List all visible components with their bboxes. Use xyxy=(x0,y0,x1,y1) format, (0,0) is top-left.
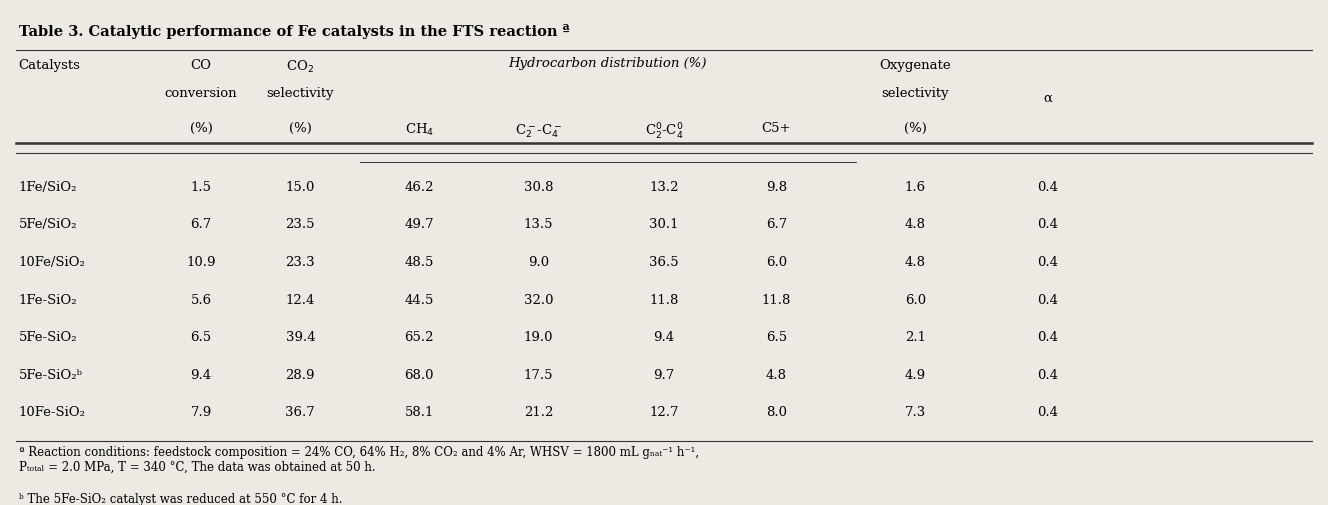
Text: 23.3: 23.3 xyxy=(286,256,315,269)
Text: 0.4: 0.4 xyxy=(1037,293,1058,307)
Text: 1Fe/SiO₂: 1Fe/SiO₂ xyxy=(19,181,77,194)
Text: 21.2: 21.2 xyxy=(523,406,552,419)
Text: C$_2^-$-C$_4^-$: C$_2^-$-C$_4^-$ xyxy=(515,122,562,140)
Text: CH$_4$: CH$_4$ xyxy=(405,122,434,138)
Text: 48.5: 48.5 xyxy=(405,256,434,269)
Text: 0.4: 0.4 xyxy=(1037,219,1058,231)
Text: 46.2: 46.2 xyxy=(405,181,434,194)
Text: 6.5: 6.5 xyxy=(191,331,211,344)
Text: 9.4: 9.4 xyxy=(653,331,675,344)
Text: (%): (%) xyxy=(290,122,312,135)
Text: 30.1: 30.1 xyxy=(649,219,679,231)
Text: α: α xyxy=(1042,92,1052,105)
Text: 23.5: 23.5 xyxy=(286,219,315,231)
Text: ª Reaction conditions: feedstock composition = 24% CO, 64% H₂, 8% CO₂ and 4% Ar,: ª Reaction conditions: feedstock composi… xyxy=(19,446,699,474)
Text: 5Fe-SiO₂: 5Fe-SiO₂ xyxy=(19,331,77,344)
Text: 4.9: 4.9 xyxy=(904,369,926,382)
Text: 0.4: 0.4 xyxy=(1037,369,1058,382)
Text: 1.5: 1.5 xyxy=(191,181,211,194)
Text: (%): (%) xyxy=(904,122,927,135)
Text: 13.2: 13.2 xyxy=(649,181,679,194)
Text: 10Fe/SiO₂: 10Fe/SiO₂ xyxy=(19,256,85,269)
Text: 11.8: 11.8 xyxy=(649,293,679,307)
Text: 8.0: 8.0 xyxy=(766,406,788,419)
Text: 58.1: 58.1 xyxy=(405,406,434,419)
Text: 30.8: 30.8 xyxy=(523,181,554,194)
Text: 4.8: 4.8 xyxy=(904,256,926,269)
Text: 9.8: 9.8 xyxy=(766,181,788,194)
Text: Table 3. Catalytic performance of Fe catalysts in the FTS reaction ª: Table 3. Catalytic performance of Fe cat… xyxy=(19,24,570,39)
Text: C$_2^0$-C$_4^0$: C$_2^0$-C$_4^0$ xyxy=(644,122,684,142)
Text: 6.7: 6.7 xyxy=(190,219,211,231)
Text: 65.2: 65.2 xyxy=(405,331,434,344)
Text: 7.9: 7.9 xyxy=(190,406,211,419)
Text: 44.5: 44.5 xyxy=(405,293,434,307)
Text: 2.1: 2.1 xyxy=(904,331,926,344)
Text: 6.5: 6.5 xyxy=(766,331,788,344)
Text: 12.7: 12.7 xyxy=(649,406,679,419)
Text: 5Fe/SiO₂: 5Fe/SiO₂ xyxy=(19,219,77,231)
Text: 9.4: 9.4 xyxy=(191,369,211,382)
Text: 28.9: 28.9 xyxy=(286,369,315,382)
Text: 0.4: 0.4 xyxy=(1037,181,1058,194)
Text: 15.0: 15.0 xyxy=(286,181,315,194)
Text: 6.7: 6.7 xyxy=(766,219,788,231)
Text: CO: CO xyxy=(191,59,211,72)
Text: (%): (%) xyxy=(190,122,212,135)
Text: 49.7: 49.7 xyxy=(405,219,434,231)
Text: 13.5: 13.5 xyxy=(523,219,554,231)
Text: selectivity: selectivity xyxy=(267,87,335,100)
Text: 9.0: 9.0 xyxy=(527,256,548,269)
Text: 10Fe-SiO₂: 10Fe-SiO₂ xyxy=(19,406,85,419)
Text: 0.4: 0.4 xyxy=(1037,256,1058,269)
Text: selectivity: selectivity xyxy=(882,87,950,100)
Text: ᵇ The 5Fe-SiO₂ catalyst was reduced at 550 °C for 4 h.: ᵇ The 5Fe-SiO₂ catalyst was reduced at 5… xyxy=(19,493,343,505)
Text: 1.6: 1.6 xyxy=(904,181,926,194)
Text: 5Fe-SiO₂ᵇ: 5Fe-SiO₂ᵇ xyxy=(19,369,82,382)
Text: 5.6: 5.6 xyxy=(191,293,211,307)
Text: 4.8: 4.8 xyxy=(766,369,788,382)
Text: 6.0: 6.0 xyxy=(904,293,926,307)
Text: 6.0: 6.0 xyxy=(766,256,788,269)
Text: 36.7: 36.7 xyxy=(286,406,315,419)
Text: 68.0: 68.0 xyxy=(405,369,434,382)
Text: conversion: conversion xyxy=(165,87,238,100)
Text: Catalysts: Catalysts xyxy=(19,59,81,72)
Text: C5+: C5+ xyxy=(762,122,791,135)
Text: 11.8: 11.8 xyxy=(762,293,791,307)
Text: 0.4: 0.4 xyxy=(1037,406,1058,419)
Text: Oxygenate: Oxygenate xyxy=(879,59,951,72)
Text: 32.0: 32.0 xyxy=(523,293,554,307)
Text: 0.4: 0.4 xyxy=(1037,331,1058,344)
Text: 36.5: 36.5 xyxy=(649,256,679,269)
Text: CO$_2$: CO$_2$ xyxy=(287,59,315,75)
Text: 17.5: 17.5 xyxy=(523,369,554,382)
Text: 39.4: 39.4 xyxy=(286,331,315,344)
Text: 9.7: 9.7 xyxy=(653,369,675,382)
Text: Hydrocarbon distribution (%): Hydrocarbon distribution (%) xyxy=(509,57,706,70)
Text: 1Fe-SiO₂: 1Fe-SiO₂ xyxy=(19,293,77,307)
Text: 4.8: 4.8 xyxy=(904,219,926,231)
Text: 12.4: 12.4 xyxy=(286,293,315,307)
Text: 10.9: 10.9 xyxy=(186,256,216,269)
Text: 19.0: 19.0 xyxy=(523,331,554,344)
Text: 7.3: 7.3 xyxy=(904,406,926,419)
